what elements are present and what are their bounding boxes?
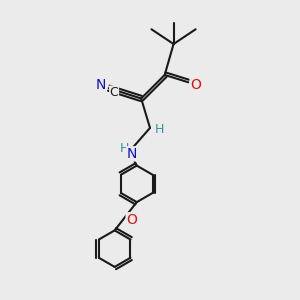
- Text: H: H: [119, 142, 129, 155]
- Text: N: N: [96, 78, 106, 92]
- Text: C: C: [110, 86, 118, 99]
- Text: N: N: [127, 147, 137, 161]
- Text: O: O: [190, 78, 201, 92]
- Text: O: O: [126, 213, 137, 227]
- Text: H: H: [155, 123, 164, 136]
